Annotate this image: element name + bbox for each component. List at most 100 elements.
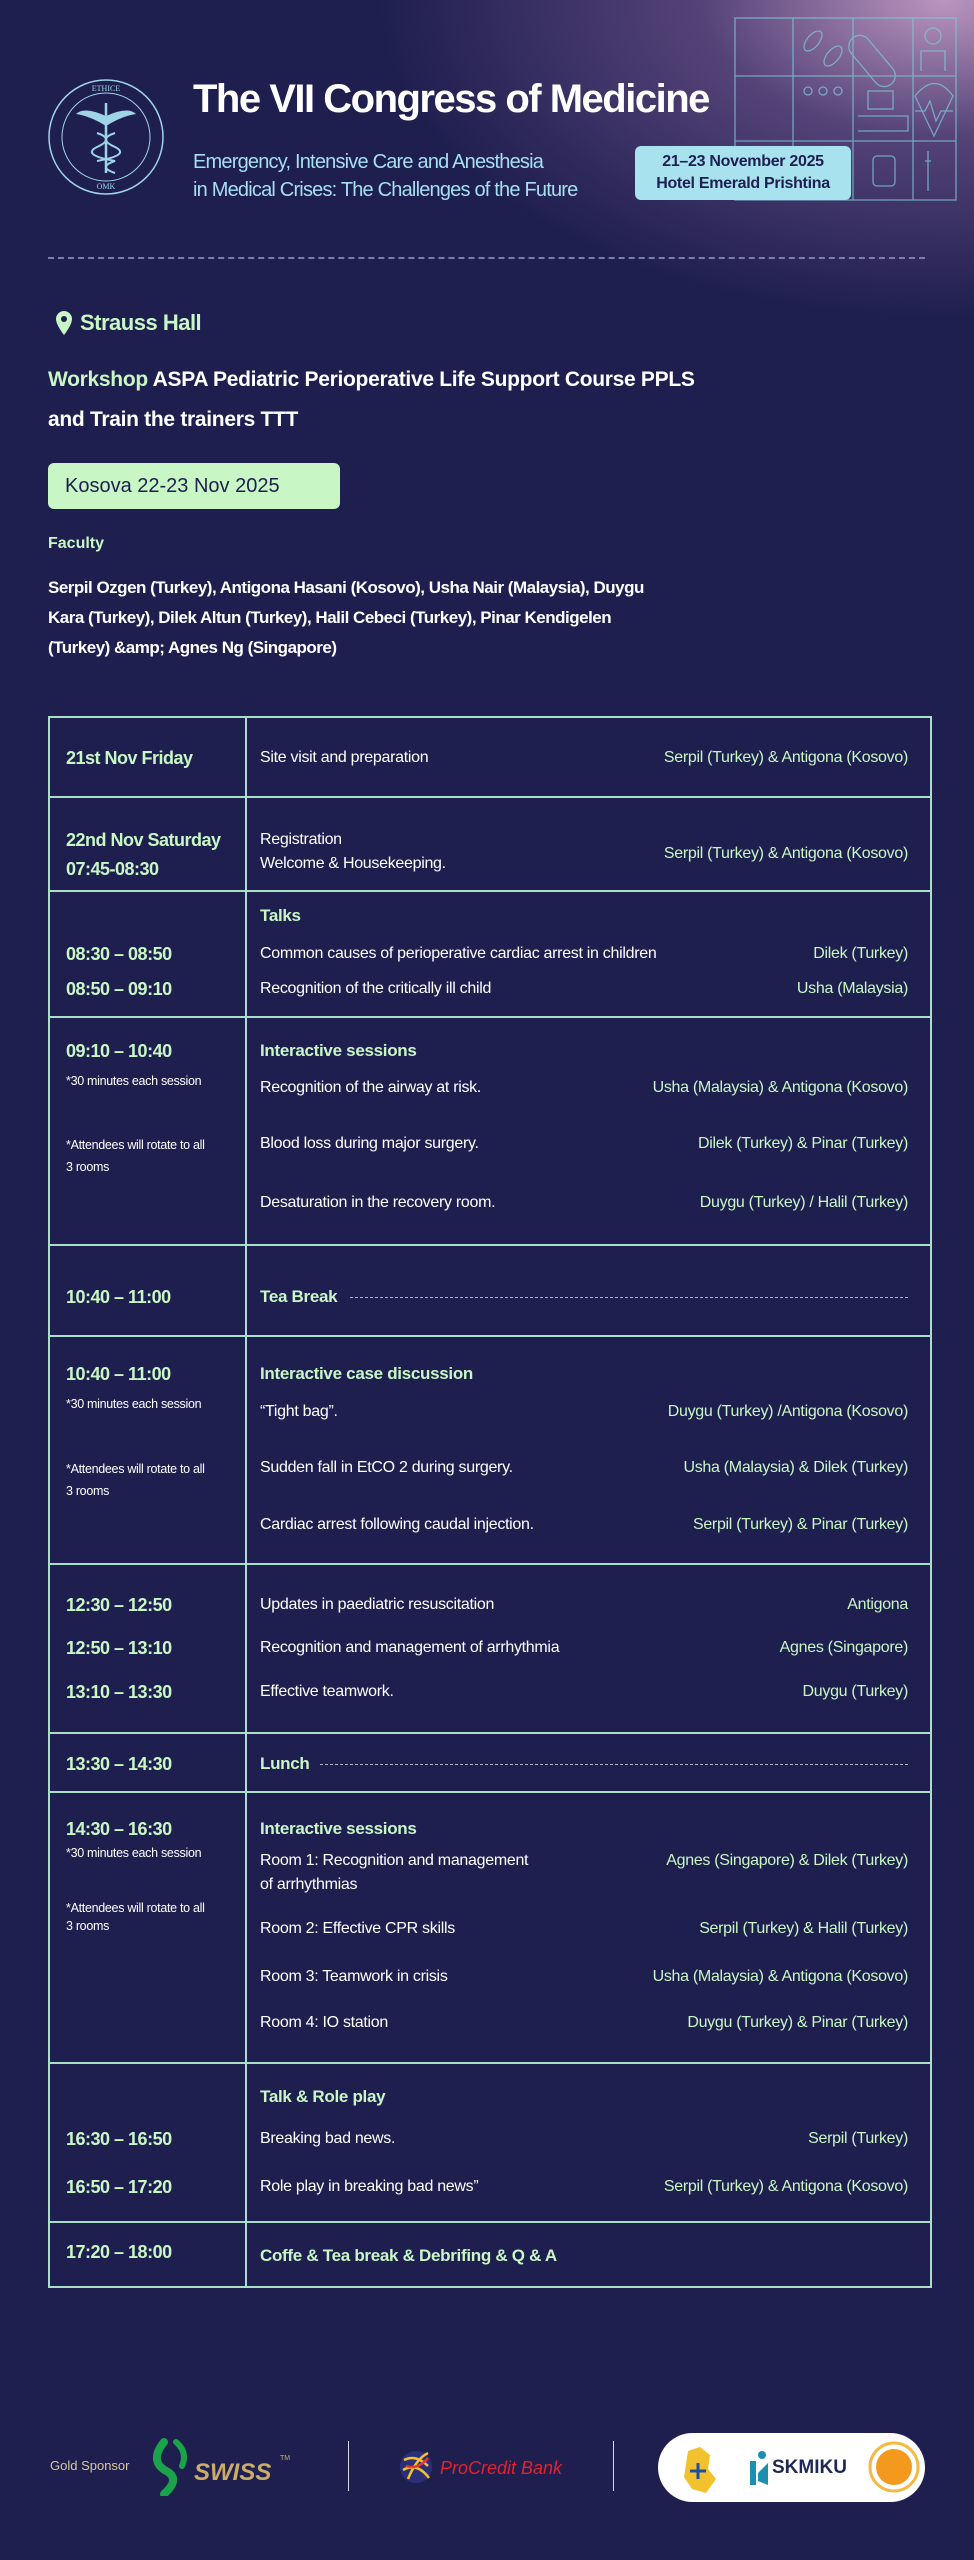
svg-text:ProCredit Bank: ProCredit Bank [440, 2458, 563, 2478]
session-title: “Tight bag”. [260, 1403, 338, 1420]
schedule-row: 10:40 – 11:00 *30 minutes each session *At… [50, 1337, 930, 1565]
time-slot: 08:30 – 08:50 [66, 944, 172, 964]
session-title: Room 3: Teamwork in crisis [260, 1968, 448, 1985]
svg-text:ETHICE: ETHICE [92, 84, 121, 93]
speaker-name: Serpil (Turkey) & Halil (Turkey) [699, 1920, 908, 1937]
session-note: *30 minutes each session [66, 1397, 202, 1411]
session-title: Breaking bad news. [260, 2130, 396, 2147]
dashed-divider [320, 1764, 908, 1765]
time-slot: 10:40 – 11:00 [66, 1364, 171, 1384]
session-heading: Interactive sessions [260, 1819, 417, 1838]
faculty-heading: Faculty [48, 535, 105, 552]
hall-name: Strauss Hall [80, 310, 202, 335]
session-note: *Attendees will rotate to all [66, 1901, 205, 1915]
speaker-name: Serpil (Turkey) & Antigona (Kosovo) [663, 749, 908, 766]
session-title: Effective teamwork. [260, 1683, 394, 1700]
faculty-line: (Turkey) &amp; Agnes Ng (Singapore) [48, 638, 337, 657]
footer-divider [348, 2441, 349, 2491]
session-note: 3 rooms [66, 1919, 110, 1933]
session-title: Room 4: IO station [260, 2014, 388, 2031]
speaker-name: Dilek (Turkey) [813, 945, 908, 962]
session-title: Role play in breaking bad news” [260, 2178, 479, 2195]
speaker-name: Duygu (Turkey) /Antigona (Kosovo) [667, 1403, 909, 1420]
session-heading: Tea Break [260, 1287, 338, 1306]
schedule-row: 12:30 – 12:50 12:50 – 13:10 13:10 – 13:30 U… [50, 1565, 930, 1734]
speaker-name: Serpil (Turkey) & Pinar (Turkey) [692, 1516, 908, 1533]
svg-text:SKMIKU: SKMIKU [772, 2457, 847, 2478]
session-title: Room 2: Effective CPR skills [260, 1920, 455, 1937]
swiss-logo: SWISS TM [153, 2438, 290, 2496]
workshop-title: ASPA Pediatric Perioperative Life Suppor… [152, 368, 695, 391]
faculty-line: Serpil Ozgen (Turkey), Antigona Hasani (… [48, 578, 644, 597]
speaker-name: Dilek (Turkey) & Pinar (Turkey) [698, 1135, 908, 1152]
time-slot: 13:10 – 13:30 [66, 1682, 172, 1702]
speaker-name: Usha (Malaysia) [796, 980, 908, 997]
speaker-name: Usha (Malaysia) & Dilek (Turkey) [683, 1459, 908, 1476]
location-dates-badge: Kosova 22-23 Nov 2025 [48, 463, 340, 509]
speaker-name: Duygu (Turkey) & Pinar (Turkey) [687, 2014, 908, 2031]
schedule-row: 21st Nov Friday Site visit and preparatio… [50, 718, 930, 798]
schedule-row: 09:10 – 10:40 *30 minutes each session *At… [50, 1018, 930, 1246]
speaker-name: Serpil (Turkey) & Antigona (Kosovo) [663, 845, 908, 862]
session-note: *Attendees will rotate to all [66, 1138, 205, 1152]
procredit-bank-logo: ProCredit Bank [400, 2451, 563, 2483]
faculty-line: Kara (Turkey), Dilek Altun (Turkey), Hal… [48, 608, 612, 627]
session-heading: Talks [260, 906, 301, 925]
speaker-name: Antigona [847, 1596, 908, 1613]
workshop-title-line-2: and Train the trainers TTT [48, 408, 299, 431]
session-heading: Lunch [260, 1754, 310, 1773]
omk-logo: ETHICE OMK [48, 79, 164, 195]
time-slot: 17:20 – 18:00 [66, 2242, 172, 2262]
svg-text:SWISS: SWISS [194, 2459, 271, 2486]
schedule-row: 16:30 – 16:50 16:50 – 17:20 Talk & Role pl… [50, 2064, 930, 2223]
event-date-badge: 21–23 November 2025 Hotel Emerald Prisht… [635, 146, 851, 200]
session-title: Cardiac arrest following caudal injectio… [260, 1516, 534, 1533]
event-date: 21–23 November 2025 [662, 153, 824, 170]
speaker-name: Duygu (Turkey) / Halil (Turkey) [699, 1194, 909, 1211]
session-title: Registration [260, 831, 342, 848]
speaker-name: Usha (Malaysia) & Antigona (Kosovo) [652, 1079, 909, 1096]
speaker-name: Agnes (Singapore) & Dilek (Turkey) [666, 1852, 908, 1869]
time-slot: 07:45-08:30 [66, 859, 159, 879]
time-slot: 09:10 – 10:40 [66, 1041, 172, 1061]
svg-text:TM: TM [280, 2455, 290, 2462]
speaker-name: Agnes (Singapore) [779, 1639, 909, 1656]
session-title: Blood loss during major surgery. [260, 1135, 479, 1152]
session-note: 3 rooms [66, 1484, 110, 1498]
svg-text:OMK: OMK [97, 182, 116, 191]
subtitle-line-2: in Medical Crises: The Challenges of the… [193, 179, 578, 201]
session-title: Updates in paediatric resuscitation [260, 1596, 495, 1613]
map-pin-icon [56, 311, 72, 335]
session-heading: Interactive case discussion [260, 1364, 474, 1383]
session-heading: Interactive sessions [260, 1041, 417, 1060]
schedule-row: 08:30 – 08:50 08:50 – 09:10 Talks Common ca… [50, 892, 930, 1018]
header-divider [48, 257, 925, 259]
workshop-title-line-1: Workshop ASPA Pediatric Perioperative Li… [48, 365, 695, 395]
dashed-divider [350, 1297, 908, 1298]
schedule-row: 13:30 – 14:30 Lunch [50, 1734, 930, 1793]
time-slot: 10:40 – 11:00 [66, 1287, 171, 1307]
time-slot: 13:30 – 14:30 [66, 1754, 172, 1774]
session-title: Desaturation in the recovery room. [260, 1194, 496, 1211]
hall-location: Strauss Hall [56, 306, 202, 340]
time-slot: 12:50 – 13:10 [66, 1638, 172, 1658]
gold-sponsor-label: Gold Sponsor [50, 2458, 130, 2473]
session-title: Sudden fall in EtCO 2 during surgery. [260, 1459, 513, 1476]
session-note: *Attendees will rotate to all [66, 1462, 205, 1476]
time-slot: 12:30 – 12:50 [66, 1595, 172, 1615]
session-heading: Coffe & Tea break & Debrifing & Q & A [260, 2246, 557, 2265]
partner-logos: SKMIKU [658, 2433, 925, 2502]
workshop-label: Workshop [48, 368, 148, 391]
session-title: Recognition of the airway at risk. [260, 1079, 482, 1096]
session-note: 3 rooms [66, 1160, 110, 1174]
time-slot: 08:50 – 09:10 [66, 979, 172, 999]
session-title: of arrhythmias [260, 1876, 358, 1893]
speaker-name: Serpil (Turkey) & Antigona (Kosovo) [663, 2178, 908, 2195]
footer-divider [613, 2441, 614, 2491]
session-heading: Talk & Role play [260, 2087, 386, 2106]
time-slot: 16:30 – 16:50 [66, 2129, 172, 2149]
schedule-row: 10:40 – 11:00 Tea Break [50, 1246, 930, 1337]
schedule-row: 17:20 – 18:00 Coffe & Tea break & Debrifi… [50, 2223, 930, 2288]
schedule-row: 22nd Nov Saturday 07:45-08:30 Registration… [50, 798, 930, 892]
session-note: *30 minutes each session [66, 1074, 202, 1088]
